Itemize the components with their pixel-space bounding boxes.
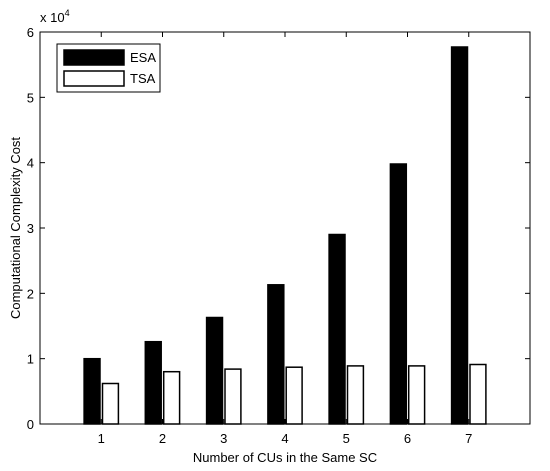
y-tick-label: 6: [27, 25, 34, 40]
bar-tsa-3: [224, 368, 242, 425]
x-tick-label: 7: [465, 431, 472, 446]
y-axis-multiplier: x 104: [40, 8, 70, 25]
y-tick-label: 3: [27, 221, 34, 236]
y-tick-label: 5: [27, 90, 34, 105]
bar-esa-7: [450, 46, 469, 425]
x-tick-label: 3: [220, 431, 227, 446]
legend-label-tsa: TSA: [130, 71, 156, 86]
bar-esa-2: [144, 340, 162, 425]
bar-tsa-6: [407, 365, 426, 425]
x-axis-label: Number of CUs in the Same SC: [193, 450, 377, 465]
bar-tsa-7: [469, 363, 487, 425]
bar-tsa-2: [162, 370, 181, 425]
bar-tsa-5: [346, 365, 365, 425]
y-tick-label: 4: [27, 156, 34, 171]
plot-area: [39, 31, 531, 425]
y-tick-label: 1: [27, 352, 34, 367]
x-tick-label: 2: [159, 431, 166, 446]
y-axis-multiplier-base: x 10: [40, 10, 65, 25]
x-tick-label: 4: [281, 431, 288, 446]
bar-esa-3: [205, 316, 224, 425]
y-tick-label: 0: [27, 417, 34, 432]
legend-swatch-tsa: [63, 70, 125, 87]
y-axis-label: Computational Complexity Cost: [8, 137, 23, 319]
bars-group: [83, 46, 487, 425]
bar-esa-4: [267, 284, 285, 425]
y-axis-multiplier-exponent: 4: [65, 8, 70, 18]
bar-tsa-1: [101, 382, 120, 425]
bar-esa-1: [83, 357, 101, 425]
x-tick-label: 5: [343, 431, 350, 446]
legend-label-esa: ESA: [130, 50, 156, 65]
x-tick-label: 1: [98, 431, 105, 446]
x-tick-label: 6: [404, 431, 411, 446]
y-tick-label: 2: [27, 286, 34, 301]
legend: ESA TSA: [56, 43, 161, 93]
bar-esa-6: [389, 163, 408, 425]
bar-tsa-4: [285, 366, 303, 425]
bar-esa-5: [328, 233, 346, 425]
legend-swatch-esa: [63, 49, 125, 66]
ticks-group: 1 2 3 4 5 6 7 0 1 2 3 4 5 6: [27, 25, 530, 446]
